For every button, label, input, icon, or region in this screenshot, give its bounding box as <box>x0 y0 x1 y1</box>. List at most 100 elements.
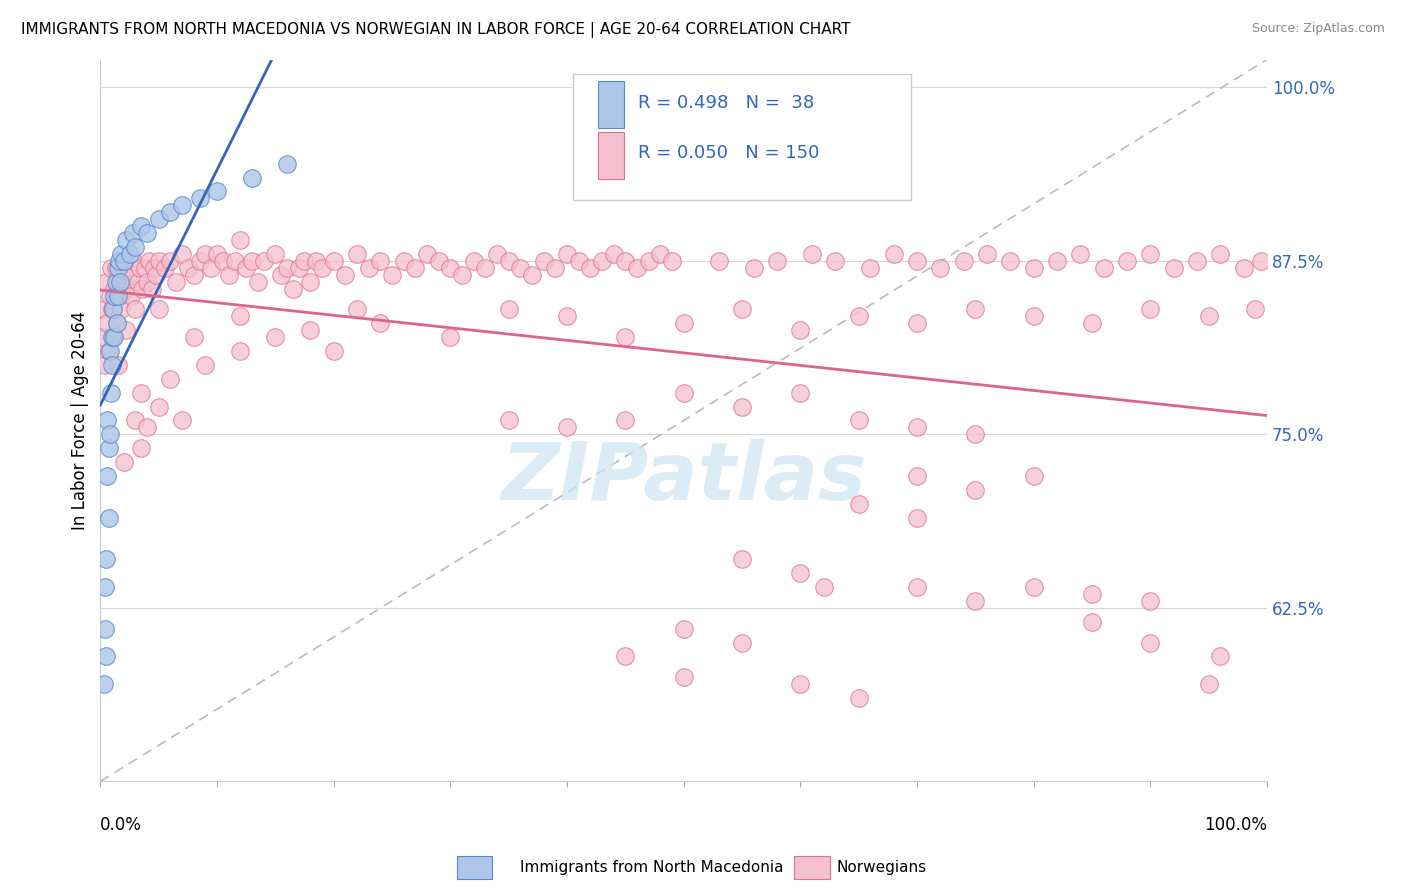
Point <box>143 260 166 275</box>
Point <box>136 420 159 434</box>
Point <box>229 310 252 324</box>
Point <box>105 316 128 330</box>
Point <box>235 260 257 275</box>
Point <box>929 260 952 275</box>
Point <box>1022 469 1045 483</box>
Point <box>170 413 193 427</box>
Point <box>104 275 127 289</box>
Point <box>129 442 152 456</box>
Point <box>127 275 149 289</box>
Point <box>108 275 131 289</box>
Point <box>103 302 125 317</box>
Point <box>498 253 520 268</box>
Point <box>240 170 263 185</box>
Point <box>952 253 974 268</box>
Point <box>129 219 152 234</box>
Point <box>579 260 602 275</box>
Point <box>368 316 391 330</box>
Point <box>661 253 683 268</box>
Point <box>672 670 695 684</box>
Point <box>672 622 695 636</box>
Point <box>98 288 121 302</box>
Text: Norwegians: Norwegians <box>837 860 927 874</box>
Point <box>439 330 461 344</box>
Point <box>1092 260 1115 275</box>
Point <box>591 253 613 268</box>
Text: IMMIGRANTS FROM NORTH MACEDONIA VS NORWEGIAN IN LABOR FORCE | AGE 20-64 CORRELAT: IMMIGRANTS FROM NORTH MACEDONIA VS NORWE… <box>21 22 851 38</box>
Point <box>883 247 905 261</box>
Point <box>246 275 269 289</box>
Point <box>1081 587 1104 601</box>
Point <box>905 469 928 483</box>
Point <box>148 400 170 414</box>
Point <box>416 247 439 261</box>
Point <box>124 413 146 427</box>
Point <box>100 260 122 275</box>
Point <box>194 247 217 261</box>
Point <box>107 260 129 275</box>
Point <box>322 253 344 268</box>
Point <box>115 323 138 337</box>
Point <box>1250 253 1272 268</box>
Point <box>96 275 118 289</box>
Point <box>1163 260 1185 275</box>
Point <box>614 413 637 427</box>
Point <box>614 330 637 344</box>
Point <box>650 247 672 261</box>
Point <box>148 253 170 268</box>
Point <box>96 316 118 330</box>
Point <box>965 302 987 317</box>
Point <box>509 260 531 275</box>
Point <box>1244 302 1267 317</box>
Point <box>859 260 882 275</box>
Point <box>96 552 118 566</box>
Point <box>1139 247 1161 261</box>
Point <box>1232 260 1254 275</box>
Point <box>122 226 145 240</box>
Point <box>112 455 135 469</box>
Point <box>1069 247 1091 261</box>
Point <box>98 344 121 359</box>
Point <box>110 302 132 317</box>
Point <box>229 233 252 247</box>
Point <box>159 372 181 386</box>
Point <box>614 649 637 664</box>
Text: Source: ZipAtlas.com: Source: ZipAtlas.com <box>1251 22 1385 36</box>
Point <box>905 420 928 434</box>
Point <box>707 253 730 268</box>
Point <box>188 253 211 268</box>
Point <box>1139 302 1161 317</box>
Point <box>134 260 156 275</box>
Point <box>264 247 287 261</box>
Point <box>1046 253 1069 268</box>
Point <box>141 282 163 296</box>
Point <box>97 344 120 359</box>
Point <box>101 358 124 372</box>
Point <box>965 427 987 442</box>
Point <box>824 253 846 268</box>
Point <box>96 469 118 483</box>
Point <box>637 253 659 268</box>
Point <box>731 552 754 566</box>
Point <box>305 253 328 268</box>
Point <box>118 247 141 261</box>
Point <box>555 310 578 324</box>
Point <box>94 622 117 636</box>
Point <box>131 282 153 296</box>
Point <box>103 282 125 296</box>
Point <box>731 400 754 414</box>
Point <box>346 247 368 261</box>
Point <box>299 275 322 289</box>
Point <box>240 253 263 268</box>
Point <box>789 566 811 581</box>
Point <box>905 316 928 330</box>
Point <box>93 302 115 317</box>
Point <box>112 253 135 268</box>
Point <box>1022 310 1045 324</box>
Point <box>672 385 695 400</box>
Text: 100.0%: 100.0% <box>1204 816 1267 834</box>
Point <box>105 316 128 330</box>
Point <box>742 260 765 275</box>
Point <box>381 268 404 282</box>
Point <box>103 330 125 344</box>
